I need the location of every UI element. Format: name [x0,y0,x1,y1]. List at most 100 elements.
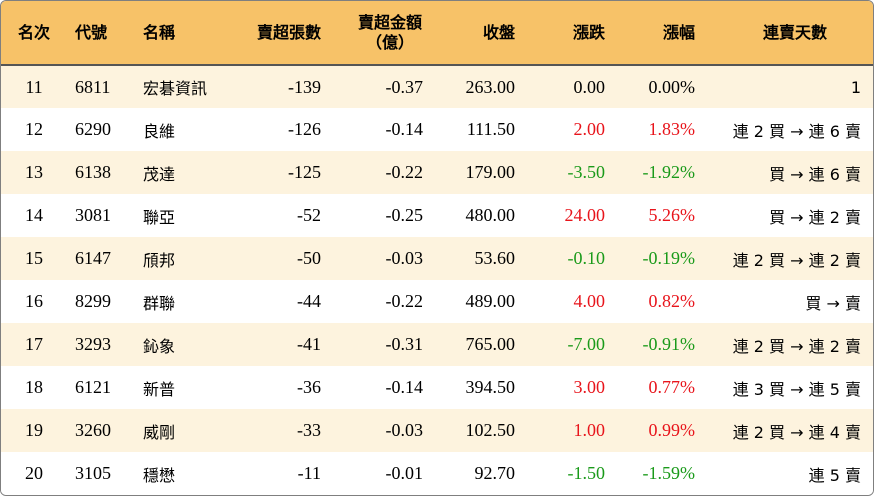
table-row[interactable]: 13 6138 茂達 -125 -0.22 179.00 -3.50 -1.92% 買 → 連 … [1,151,873,194]
cell-code: 6811 [75,76,111,97]
header-close[interactable]: 收盤 [433,1,525,66]
table-body: 11 6811 宏碁資訊 -139 -0.37 263.00 0.00 0.00% 1 12 629… [1,65,873,495]
cell-net-sell-amount: -0.01 [385,463,424,483]
cell-net-sell-amount: -0.37 [385,76,424,97]
cell-change: 0.00 [573,76,606,97]
table-row[interactable]: 15 6147 頎邦 -50 -0.03 53.60 -0.10 -0.19% 連 2 買 → … [1,237,873,280]
cell-change-pct: 0.00% [648,76,696,97]
cell-streak: 連 2 買 → 連 2 賣 [732,336,861,356]
cell-change: -0.10 [567,248,606,268]
cell-close: 53.60 [474,248,516,268]
cell-code: 3105 [75,463,111,483]
cell-change-pct: -0.91% [642,334,696,354]
cell-net-sell-amount: -0.22 [385,291,424,311]
cell-net-sell-lots: -11 [297,463,321,483]
header-code[interactable]: 代號 [67,1,129,66]
cell-net-sell-amount: -0.03 [385,420,424,440]
cell-net-sell-lots: -50 [297,248,321,268]
cell-change-pct: 0.99% [648,420,696,440]
cell-net-sell-lots: -125 [288,162,321,182]
cell-code: 3081 [75,205,111,225]
table-row[interactable]: 18 6121 新普 -36 -0.14 394.50 3.00 0.77% 連 3 買 → 連… [1,366,873,409]
cell-change: -3.50 [567,162,606,182]
header-change[interactable]: 漲跌 [525,1,615,66]
cell-streak: 買 → 連 6 賣 [769,164,861,184]
header-name[interactable]: 名稱 [129,1,225,66]
cell-name: 良維 [143,121,176,141]
cell-streak: 1 [850,77,861,97]
cell-close: 92.70 [474,463,516,483]
table-row[interactable]: 12 6290 良維 -126 -0.14 111.50 2.00 1.83% 連 2 買 → … [1,108,873,151]
cell-net-sell-lots: -52 [297,205,321,225]
cell-net-sell-amount: -0.25 [385,205,424,225]
cell-name: 鈊象 [143,336,176,356]
cell-close: 102.50 [465,420,516,440]
cell-rank: 14 [25,205,43,225]
header-row: 名次 代號 名稱 賣超張數 賣超金額 （億） 收盤 漲跌 漲幅 連賣天數 [1,1,873,66]
table-row[interactable]: 14 3081 聯亞 -52 -0.25 480.00 24.00 5.26% 買 → 連 2 … [1,194,873,237]
cell-change: 2.00 [573,119,606,139]
cell-change-pct: -1.59% [642,463,696,483]
cell-close: 179.00 [465,162,516,182]
table-row[interactable]: 11 6811 宏碁資訊 -139 -0.37 263.00 0.00 0.00% 1 [1,65,873,108]
cell-streak: 連 5 賣 [808,465,861,485]
cell-streak: 買 → 連 2 賣 [769,207,861,227]
cell-close: 765.00 [465,334,516,354]
cell-net-sell-lots: -44 [297,291,321,311]
cell-code: 6138 [75,162,111,182]
cell-close: 263.00 [465,76,516,97]
cell-change-pct: -1.92% [642,162,696,182]
table-row[interactable]: 16 8299 群聯 -44 -0.22 489.00 4.00 0.82% 買 → 賣 [1,280,873,323]
cell-net-sell-lots: -41 [297,334,321,354]
cell-streak: 買 → 賣 [805,293,861,313]
cell-change: 1.00 [573,420,606,440]
table-row[interactable]: 20 3105 穩懋 -11 -0.01 92.70 -1.50 -1.59% 連 5 賣 [1,452,873,495]
cell-net-sell-amount: -0.14 [385,377,424,397]
cell-net-sell-amount: -0.31 [385,334,424,354]
header-change-pct[interactable]: 漲幅 [615,1,707,66]
cell-rank: 13 [25,162,43,182]
cell-rank: 19 [25,420,43,440]
cell-change-pct: 5.26% [648,205,696,225]
cell-name: 穩懋 [143,465,176,485]
cell-rank: 12 [25,119,43,139]
cell-code: 3293 [75,334,111,354]
table-row[interactable]: 19 3260 威剛 -33 -0.03 102.50 1.00 0.99% 連 2 買 → 連… [1,409,873,452]
header-streak[interactable]: 連賣天數 [707,1,873,66]
cell-change: 3.00 [573,377,606,397]
cell-code: 8299 [75,291,111,311]
cell-code: 6290 [75,119,111,139]
cell-change: -7.00 [567,334,606,354]
cell-change-pct: 0.82% [648,291,696,311]
cell-name: 宏碁資訊 [143,79,208,98]
table-row[interactable]: 17 3293 鈊象 -41 -0.31 765.00 -7.00 -0.91% 連 2 買 →… [1,323,873,366]
cell-name: 威剛 [143,422,176,442]
header-net-sell-lots[interactable]: 賣超張數 [225,1,331,66]
cell-name: 新普 [143,379,176,399]
cell-rank: 15 [25,248,43,268]
cell-change: -1.50 [567,463,606,483]
cell-name: 聯亞 [143,207,176,227]
cell-net-sell-lots: -36 [297,377,321,397]
cell-close: 489.00 [465,291,516,311]
cell-net-sell-amount: -0.03 [385,248,424,268]
cell-close: 111.50 [466,119,515,139]
table-header: 名次 代號 名稱 賣超張數 賣超金額 （億） 收盤 漲跌 漲幅 連賣天數 [1,1,873,66]
header-rank[interactable]: 名次 [1,1,67,66]
cell-code: 3260 [75,420,111,440]
cell-change-pct: 0.77% [648,377,696,397]
cell-change: 24.00 [564,205,606,225]
cell-change-pct: 1.83% [648,119,696,139]
cell-net-sell-amount: -0.22 [385,162,424,182]
cell-rank: 16 [25,291,43,311]
cell-code: 6121 [75,377,111,397]
header-net-sell-amount[interactable]: 賣超金額 （億） [331,1,433,66]
cell-streak: 連 2 買 → 連 2 賣 [732,250,861,270]
cell-net-sell-amount: -0.14 [385,119,424,139]
cell-streak: 連 2 買 → 連 6 賣 [732,121,861,141]
header-net-sell-amount-line1: 賣超金額 [357,12,422,32]
cell-change: 4.00 [573,291,606,311]
cell-rank: 20 [25,463,43,483]
cell-rank: 17 [25,334,43,354]
